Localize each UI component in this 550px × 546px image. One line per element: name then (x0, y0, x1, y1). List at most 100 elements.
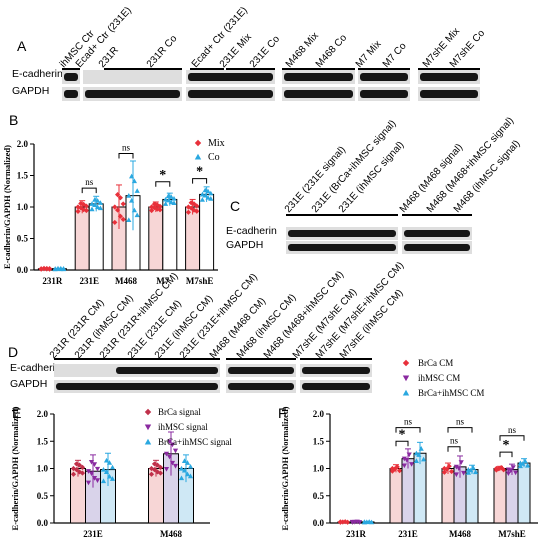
bar (185, 206, 201, 271)
data-point (163, 451, 170, 457)
data-point (166, 439, 173, 445)
blot-row-label: GAPDH (226, 239, 264, 251)
x-tick-label: 231E (83, 529, 103, 539)
significance-bracket (447, 446, 461, 452)
x-tick-label: 231R (42, 276, 63, 286)
data-point (458, 460, 464, 465)
lane-group-underline (286, 214, 398, 216)
legend-marker (402, 389, 410, 396)
lane-group-underline (190, 68, 224, 70)
significance-bracket (155, 181, 171, 187)
y-axis-label: E-cadherin/GAPDH (Normalized) (10, 406, 20, 530)
significance-bracket (118, 152, 134, 159)
data-point (169, 442, 176, 448)
y-tick-label: 0.5 (17, 234, 29, 244)
data-point (157, 203, 163, 209)
data-point (172, 463, 179, 469)
significance-bracket (192, 178, 208, 184)
data-point (184, 460, 191, 465)
data-point (185, 204, 191, 210)
data-point (441, 465, 447, 472)
data-point (418, 446, 424, 451)
panel-label-f: F (278, 405, 287, 421)
data-point (70, 471, 77, 477)
chart-f: 0.0 0.5 1.0 1.5 2.0 E-cadherin/GAPDH (Normali… (280, 406, 538, 539)
blot-band (404, 230, 470, 237)
data-point (191, 201, 197, 207)
data-point (163, 201, 169, 206)
significance-label: ns (508, 425, 517, 435)
blot-band (420, 73, 478, 81)
data-point (157, 464, 164, 470)
lane-group-underline (402, 214, 472, 216)
data-point (199, 191, 205, 197)
y-tick-label: 0.5 (37, 491, 49, 501)
data-point (178, 465, 185, 471)
y-tick-label: 0.0 (37, 518, 49, 528)
legend-label: Co (208, 152, 220, 163)
significance-bracket (395, 440, 409, 447)
significance-label: ns (85, 177, 94, 187)
data-point (151, 201, 157, 207)
data-point (115, 192, 121, 198)
x-tick-label: M468 (160, 529, 182, 539)
data-point (522, 458, 528, 464)
data-point (149, 204, 155, 210)
legend-label: BrCa+ihMSC CM (418, 388, 484, 398)
data-point (369, 519, 375, 525)
bar (465, 469, 479, 524)
data-point (81, 207, 87, 213)
data-point (85, 469, 92, 474)
data-point (208, 190, 214, 196)
data-point (92, 197, 98, 202)
data-point (73, 461, 80, 467)
y-tick-label: 2.0 (17, 139, 29, 149)
data-point (178, 475, 185, 481)
data-point (89, 206, 95, 212)
blot-band (288, 244, 396, 251)
data-point (151, 467, 158, 473)
data-point (73, 467, 80, 473)
lane-label: M7 Mix (353, 38, 384, 70)
significance-label: * (503, 438, 510, 453)
lane-group-underline (54, 358, 220, 360)
data-point (115, 207, 121, 213)
panel-label-d: D (8, 344, 19, 360)
data-point (517, 460, 523, 466)
bar (88, 203, 104, 271)
legend-label: BrCa+ihMSC signal (158, 437, 232, 447)
bar (148, 206, 164, 271)
y-tick-label: 0.0 (17, 265, 29, 275)
bar (199, 193, 215, 271)
data-point (91, 462, 98, 467)
data-point (441, 469, 447, 475)
legend-label: Mix (208, 138, 225, 149)
data-point (465, 470, 471, 475)
y-tick-label: 1.0 (313, 464, 325, 474)
data-point (112, 204, 118, 210)
data-point (493, 465, 499, 472)
bar (493, 468, 507, 524)
data-point (131, 207, 137, 213)
data-point (88, 459, 95, 465)
data-point (100, 478, 107, 484)
lane-group-underline (300, 358, 372, 360)
lane-group-underline (122, 68, 182, 70)
x-tick-label: M7shE (498, 529, 526, 539)
data-point (517, 463, 523, 469)
blot-band (288, 230, 396, 237)
blot-band (228, 383, 294, 390)
blot-row-label: E-cadherin (12, 68, 63, 80)
data-point (106, 473, 113, 479)
x-tick-label: 231E (79, 276, 99, 286)
y-tick-label: 1.0 (37, 464, 49, 474)
data-point (165, 193, 171, 198)
bar (389, 468, 403, 524)
significance-bracket (499, 435, 525, 441)
y-tick-label: 2.0 (313, 409, 325, 419)
lane-group-underline (358, 68, 410, 70)
data-point (473, 469, 479, 475)
data-point (202, 187, 208, 193)
lane-group-underline (104, 68, 122, 70)
blot-row-label: GAPDH (10, 378, 48, 390)
